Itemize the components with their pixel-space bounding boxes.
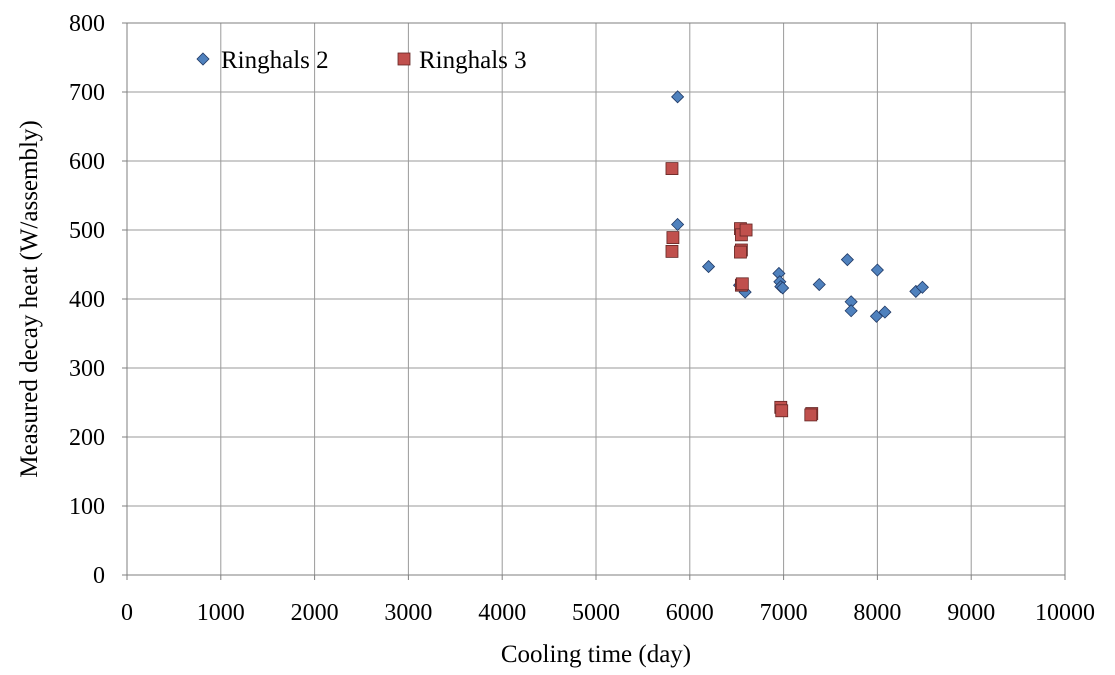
data-point-diamond bbox=[812, 277, 826, 292]
data-point-diamond bbox=[870, 263, 884, 277]
y-tick-label: 200 bbox=[69, 425, 105, 451]
data-point-square bbox=[734, 245, 747, 259]
x-tick-label: 0 bbox=[121, 600, 133, 626]
series-2 bbox=[665, 162, 819, 422]
y-axis-title: Measured decay heat (W/assembly) bbox=[16, 120, 43, 477]
y-tick-label: 500 bbox=[69, 218, 105, 244]
legend-item-ringhals-3: Ringhals 3 bbox=[397, 47, 527, 74]
legend: Ringhals 2 Ringhals 3 bbox=[196, 47, 527, 74]
data-point-diamond bbox=[869, 309, 884, 323]
data-point-diamond bbox=[671, 217, 685, 232]
y-tick-label: 800 bbox=[69, 11, 105, 37]
x-tick-label: 2000 bbox=[291, 600, 339, 626]
y-tick-label: 300 bbox=[69, 356, 105, 382]
y-tick-label: 600 bbox=[69, 149, 105, 175]
y-tick-label: 700 bbox=[69, 80, 105, 106]
legend-item-ringhals-2: Ringhals 2 bbox=[196, 47, 329, 74]
x-tick-label: 9000 bbox=[947, 600, 995, 626]
data-point-diamond bbox=[776, 281, 790, 295]
x-tick-label: 6000 bbox=[666, 600, 714, 626]
legend-label: Ringhals 3 bbox=[419, 47, 527, 74]
tick-labels: 0 1000 2000 3000 4000 5000 6000 7000 8000 9000 100… bbox=[69, 11, 1095, 626]
data-points bbox=[665, 90, 929, 422]
data-point-diamond bbox=[844, 304, 858, 318]
x-tick-label: 10000 bbox=[1035, 600, 1095, 626]
y-tick-label: 100 bbox=[69, 494, 105, 520]
data-point-square bbox=[735, 277, 749, 291]
data-point-square bbox=[665, 244, 679, 258]
x-tick-label: 7000 bbox=[760, 600, 808, 626]
x-tick-label: 3000 bbox=[384, 600, 432, 626]
x-tick-label: 1000 bbox=[197, 600, 245, 626]
data-point-diamond bbox=[878, 305, 892, 319]
y-tick-label: 0 bbox=[93, 563, 105, 589]
series-1 bbox=[671, 90, 929, 323]
gridlines bbox=[127, 23, 1065, 575]
legend-label: Ringhals 2 bbox=[221, 47, 329, 74]
data-point-square bbox=[804, 408, 818, 422]
x-tick-label: 8000 bbox=[853, 600, 901, 626]
data-point-square bbox=[739, 223, 753, 237]
x-tick-label: 5000 bbox=[572, 600, 620, 626]
x-tick-label: 4000 bbox=[478, 600, 526, 626]
data-point-diamond bbox=[671, 90, 685, 104]
data-point-diamond bbox=[701, 260, 716, 274]
legend-marker-diamond bbox=[196, 52, 210, 66]
y-tick-label: 400 bbox=[69, 287, 105, 313]
x-axis-title: Cooling time (day) bbox=[501, 641, 691, 668]
data-point-diamond bbox=[840, 253, 854, 267]
data-point-square bbox=[775, 404, 789, 418]
data-point-square bbox=[665, 162, 679, 175]
legend-marker-square bbox=[397, 52, 411, 66]
data-point-square bbox=[666, 231, 680, 244]
data-point-diamond bbox=[915, 280, 929, 294]
